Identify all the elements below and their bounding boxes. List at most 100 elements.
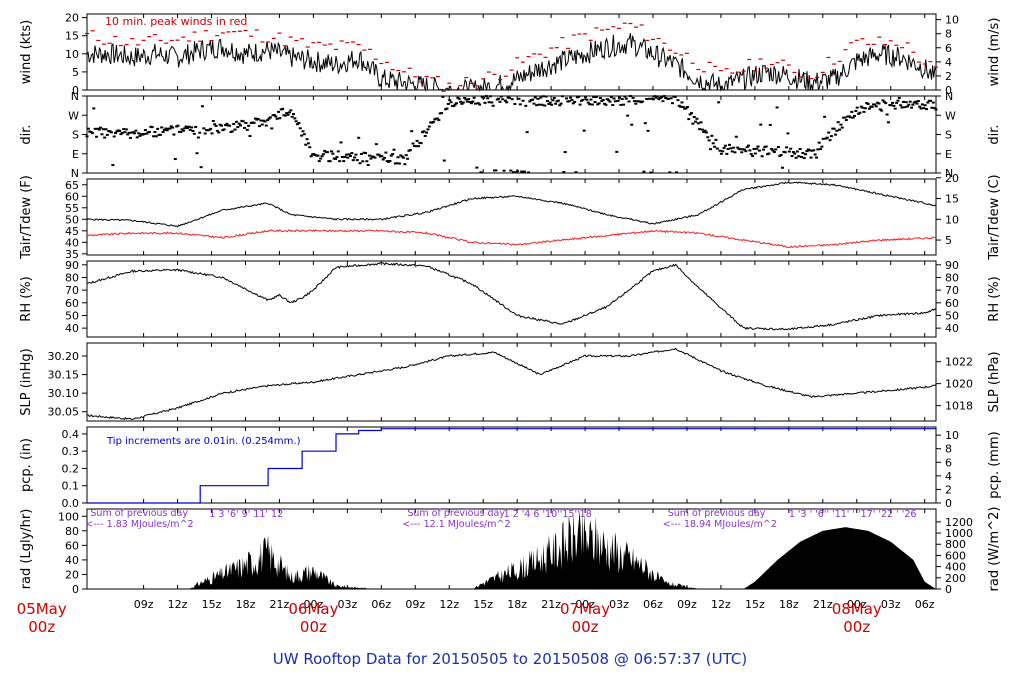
dir-mark [624,97,628,100]
dir-mark [199,166,203,169]
pcp-line [87,428,936,504]
dir-mark [873,103,877,106]
dir-mark [137,132,141,135]
rad-hour-marks: 1 '3 ' '6'' '11' ' '17' '22 ' '26 [789,509,917,520]
slp-right-tick-label: 1022 [945,356,973,369]
dir-mark [351,159,355,162]
wind-right-tick-label: 4 [945,56,952,69]
dir-mark [461,101,465,104]
dir-mark [195,152,199,155]
dir-mark [510,98,514,101]
dir-mark [491,104,495,107]
dir-mark [532,102,536,105]
dir-mark [268,116,272,119]
dir-mark [171,126,175,129]
dir-mark [517,97,521,100]
dir-mark [728,143,732,146]
rad-right-tick-label: 0 [945,583,952,596]
dir-mark [748,149,752,152]
dir-mark [547,103,551,106]
dir-mark [916,100,920,103]
rad-right-tick-label: 1000 [945,527,973,540]
dir-mark [884,102,888,105]
dir-mark [592,96,596,99]
slp-left-tick-label: 30.15 [48,369,80,382]
tdew-line [86,229,937,249]
slp-right-tick-label: 1018 [945,400,973,413]
dir-mark [891,101,895,104]
tair-line [86,181,937,228]
dir-mark [802,157,806,160]
dir-mark [90,132,94,135]
dir-mark [228,124,232,127]
dir-mark [653,95,657,98]
dir-mark [358,162,362,165]
pcp-right-tick-label: 10 [945,429,959,442]
dir-mark [552,96,556,99]
dir-mark [296,123,300,126]
time-tick-label: 03z [881,598,901,611]
dir-mark [588,103,592,106]
rh-right-tick-label: 60 [945,297,959,310]
dir-mark [285,112,289,115]
dir-mark [541,95,545,98]
dir-mark [696,122,700,125]
dir-mark [919,107,923,110]
dir-mark [425,131,429,134]
dir-mark [785,146,789,149]
dir-mark [833,133,837,136]
dir-mark [756,145,760,148]
dir-mark [539,96,543,99]
dir-mark [301,130,305,133]
dir-mark [373,156,377,159]
dir-mark [725,152,729,155]
slp-left-label: SLP (inHg) [19,348,34,416]
temp-left-tick-label: 65 [65,179,79,192]
dir-mark [535,104,539,107]
slp-frame [86,342,937,422]
rh-left-tick-label: 90 [65,259,79,272]
dir-mark [505,101,509,104]
temp-left-tick-label: 45 [65,225,79,238]
dir-mark [933,107,937,110]
dir-mark [548,101,552,104]
rh-right-tick-label: 40 [945,322,959,335]
dir-mark [184,125,188,128]
dir-mark [316,154,320,157]
dir-mark [598,97,602,100]
dir-mark [395,162,399,165]
dir-mark [441,95,445,98]
time-tick-label: 15z [745,598,765,611]
dir-mark [300,134,304,137]
dir-mark [263,120,267,123]
dir-mark [569,96,573,99]
dir-mark [797,155,801,158]
time-tick-label: 00z [304,598,324,611]
wind-left-tick-label: 15 [65,30,79,43]
dir-mark [490,101,494,104]
pcp-left-tick-label: 0.0 [62,497,80,510]
dir-mark [260,123,264,126]
dir-left-tick-label: S [72,129,79,142]
dir-mark [611,104,615,107]
dir-mark [278,117,282,120]
dir-mark [293,117,297,120]
dir-mark [435,117,439,120]
rh-left-label: RH (%) [19,276,34,321]
rad-left-tick-label: 20 [65,568,79,581]
panel-dir: dir. dir.N NE ES SW WN N [19,90,1002,180]
dir-mark [558,104,562,107]
dir-mark [854,109,858,112]
dir-mark [252,121,256,124]
slp-right-label: SLP (hPa) [987,351,1002,412]
dir-mark [689,112,693,115]
dir-mark [499,95,503,98]
dir-mark [695,117,699,120]
temp-left-tick-label: 35 [65,248,79,261]
dir-mark [874,105,878,108]
dir-mark [126,133,130,136]
pcp-note: Tip increments are 0.01in. (0.254mm.) [106,436,301,447]
dir-mark [545,100,549,103]
